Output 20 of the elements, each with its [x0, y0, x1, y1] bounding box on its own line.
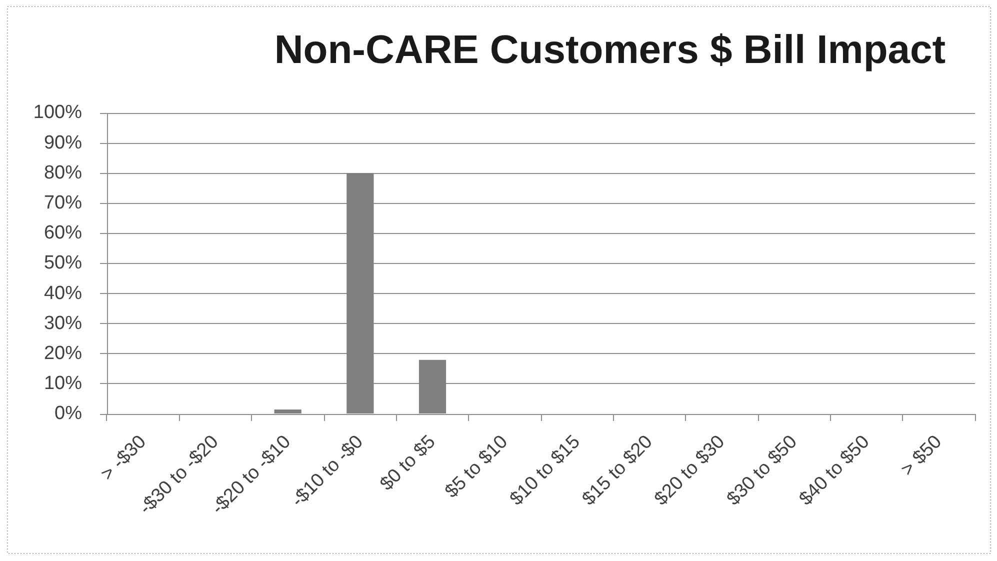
- y-tick-label: 20%: [44, 343, 82, 364]
- bar: [274, 409, 302, 414]
- y-tick-label: 80%: [44, 162, 82, 184]
- x-tick-label: -$10 to -$0: [288, 431, 368, 512]
- chart-title: Non-CARE Customers $ Bill Impact: [273, 27, 947, 73]
- y-tick-label: 100%: [33, 102, 82, 124]
- x-tick-label: $40 to $50: [795, 431, 874, 510]
- y-tick-label: 30%: [44, 312, 82, 334]
- x-tick-label: > -$30: [97, 431, 150, 485]
- x-tick-label: $0 to $5: [376, 431, 440, 495]
- y-tick-label: 90%: [44, 132, 82, 154]
- y-tick-label: 50%: [44, 252, 82, 274]
- y-tick-label: 60%: [44, 222, 82, 244]
- y-tick-label: 40%: [44, 282, 82, 304]
- x-tick-label: > $50: [897, 431, 946, 480]
- y-tick-label: 10%: [44, 373, 82, 394]
- bar: [418, 360, 446, 414]
- bar: [346, 173, 374, 414]
- y-tick-label: 0%: [54, 403, 82, 424]
- y-tick-label: 70%: [44, 192, 82, 214]
